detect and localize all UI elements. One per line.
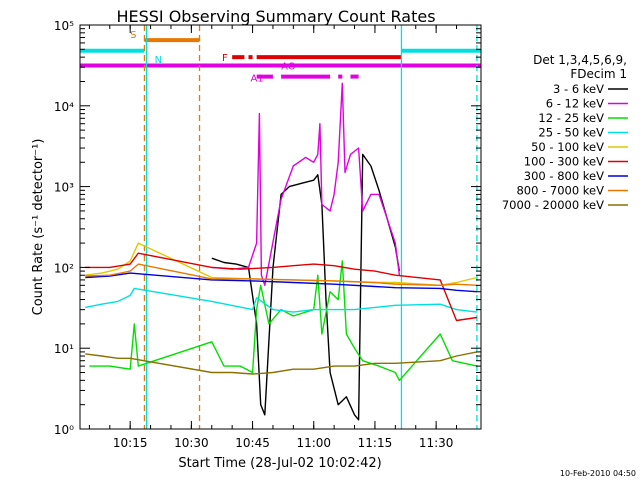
legend-entry-label: 800 - 7000 keV xyxy=(516,184,604,198)
flag-a1-label: A1 xyxy=(251,74,264,85)
legend-title-line2: FDecim 1 xyxy=(570,67,627,81)
x-axis-label: Start Time (28-Jul-02 10:02:42) xyxy=(178,456,381,471)
flag-ao-label: AO xyxy=(281,62,296,73)
series-layer xyxy=(85,82,478,421)
y-tick-label: 10⁴ xyxy=(54,100,74,114)
legend-entry-label: 25 - 50 keV xyxy=(538,126,604,140)
y-tick-label: 10¹ xyxy=(54,342,74,356)
plot-area: S N F AO A1 xyxy=(79,24,482,430)
y-axis-label: Count Rate (s⁻¹ detector⁻¹) xyxy=(31,139,46,316)
series-line-800-7000-kev xyxy=(85,263,477,286)
y-tick-label: 10³ xyxy=(54,181,74,195)
legend-entry-label: 12 - 25 keV xyxy=(538,111,604,125)
y-tick-label: 10⁵ xyxy=(54,19,74,33)
x-axis-ticks: 10:15 10:30 10:45 11:00 11:15 11:30 xyxy=(88,25,458,450)
y-axis-ticks: 10⁰ 10¹ 10² 10³ 10⁴ 10⁵ xyxy=(54,19,481,437)
legend-entry-label: 7000 - 20000 keV xyxy=(502,198,604,212)
flag-s-label: S xyxy=(130,30,136,41)
x-tick-label: 10:45 xyxy=(235,436,270,450)
legend-entry-label: 6 - 12 keV xyxy=(546,97,604,111)
y-tick-label: 10⁰ xyxy=(54,423,74,437)
series-line-25-50-kev xyxy=(85,287,477,313)
legend-title-line1: Det 1,3,4,5,6,9, xyxy=(533,53,627,67)
flag-f-label: F xyxy=(222,53,228,64)
legend-entry-label: 300 - 800 keV xyxy=(524,169,604,183)
legend-entry-label: 100 - 300 keV xyxy=(524,155,604,169)
series-line-3-6-kev xyxy=(211,153,401,421)
x-tick-label: 11:30 xyxy=(419,436,454,450)
legend-entry-label: 50 - 100 keV xyxy=(531,140,604,154)
x-tick-label: 10:30 xyxy=(174,436,209,450)
series-line-300-800-kev xyxy=(85,272,477,293)
series-line-7000-20000-kev xyxy=(85,351,478,375)
x-tick-label: 11:00 xyxy=(296,436,331,450)
x-tick-label: 10:15 xyxy=(113,436,148,450)
series-line-6-12-kev xyxy=(211,82,401,286)
status-flags-layer: S N F AO A1 xyxy=(80,30,481,85)
series-line-100-300-kev xyxy=(85,252,478,322)
y-tick-label: 10² xyxy=(54,261,74,275)
x-tick-label: 11:15 xyxy=(358,436,393,450)
legend-entry-label: 3 - 6 keV xyxy=(553,82,604,96)
plot-frame xyxy=(79,24,482,430)
flag-n-label: N xyxy=(155,55,162,66)
chart-title: HESSI Observing Summary Count Rates xyxy=(116,7,435,26)
generation-date: 10-Feb-2010 04:50 xyxy=(560,469,636,478)
